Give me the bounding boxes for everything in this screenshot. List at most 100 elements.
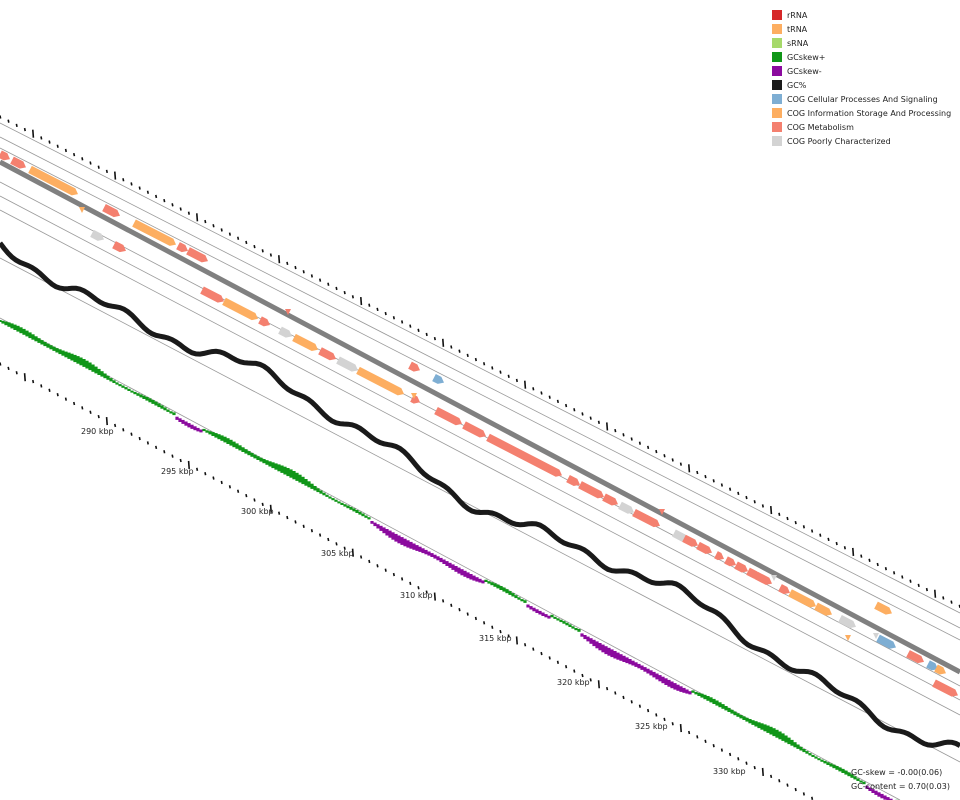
- outer-tick: [73, 152, 76, 157]
- outer-tick: [23, 127, 26, 132]
- outer-tick: [802, 525, 805, 529]
- outer-tick: [925, 587, 928, 592]
- outer-tick: [425, 332, 428, 337]
- outer-tick: [269, 253, 272, 257]
- inner-tick: [589, 678, 592, 682]
- legend-swatch: [772, 136, 782, 146]
- outer-tick: [606, 422, 609, 431]
- outer-tick: [893, 571, 896, 575]
- outer-tick: [589, 416, 592, 420]
- outer-tick: [138, 186, 141, 190]
- outer-tick: [852, 547, 855, 556]
- gene-arrow: [926, 660, 938, 671]
- gene-arrow: [932, 679, 958, 697]
- gc-guide-line: [0, 209, 960, 716]
- outer-tick: [114, 171, 117, 180]
- inner-tick: [146, 441, 149, 445]
- outer-tick: [319, 278, 322, 282]
- gene-arrow: [0, 150, 10, 161]
- inner-tick: [261, 502, 264, 507]
- inner-tick: [56, 393, 59, 397]
- outer-tick: [409, 324, 412, 328]
- outer-tick: [376, 307, 379, 312]
- outer-tick: [868, 558, 871, 562]
- outer-tick: [204, 219, 207, 224]
- inner-tick: [753, 765, 756, 770]
- inner-tick: [64, 397, 67, 401]
- gene-arrow: [356, 366, 404, 396]
- inner-tick: [48, 388, 51, 392]
- gene-arrow: [876, 634, 896, 649]
- gc-percent-trace: [0, 241, 960, 748]
- outer-tick: [655, 449, 658, 454]
- feature-guide-line: [0, 147, 960, 641]
- inner-tick: [0, 362, 2, 366]
- outer-tick: [827, 537, 830, 542]
- outer-tick: [146, 190, 149, 194]
- gene-arrow: [906, 650, 924, 664]
- inner-tick: [23, 373, 26, 382]
- outer-tick: [442, 338, 445, 347]
- inner-tick: [532, 647, 535, 651]
- outer-tick: [532, 387, 535, 391]
- legend-item: GCskew-: [772, 64, 951, 78]
- inner-tick: [392, 572, 395, 577]
- position-labels: 290 kbp 295 kbp 300 kbp 305 kbp 310 kbp 315 k…: [81, 427, 746, 776]
- inner-tick: [499, 629, 502, 634]
- gene-arrow: [578, 481, 604, 499]
- inner-tick: [507, 634, 510, 638]
- inner-tick: [335, 542, 338, 546]
- position-label: 295 kbp: [161, 467, 194, 476]
- legend-item: rRNA: [772, 8, 951, 22]
- gene-arrow: [434, 406, 462, 426]
- inner-tick: [228, 485, 231, 489]
- gene-arrow: [292, 333, 318, 352]
- outer-tick: [901, 575, 904, 579]
- legend-swatch: [772, 94, 782, 104]
- inner-tick: [15, 371, 18, 375]
- inner-tick: [278, 511, 281, 515]
- outer-tick: [483, 362, 486, 366]
- legend-swatch: [772, 108, 782, 118]
- outer-tick: [884, 566, 887, 571]
- legend-swatch: [772, 66, 782, 76]
- outer-tick: [130, 182, 133, 186]
- gene-arrow: [632, 508, 660, 528]
- outer-tick: [237, 236, 240, 240]
- outer-tick: [89, 161, 92, 165]
- outer-guide-line: [0, 136, 960, 629]
- inner-tick: [32, 379, 35, 384]
- outer-tick: [737, 491, 740, 496]
- legend-swatch: [772, 80, 782, 90]
- gene-arrow: [618, 501, 634, 514]
- inner-tick: [679, 724, 682, 733]
- outer-tick: [794, 520, 797, 525]
- inner-tick: [811, 796, 814, 800]
- gene-marker: [659, 509, 665, 515]
- inner-tick: [409, 581, 412, 586]
- gene-marker: [771, 575, 777, 581]
- outer-tick: [556, 399, 559, 404]
- outer-tick: [811, 529, 814, 533]
- inner-tick: [606, 686, 609, 691]
- inner-tick: [302, 524, 305, 528]
- gene-arrow: [714, 551, 724, 561]
- outer-tick: [786, 516, 789, 521]
- inner-tick: [466, 612, 469, 616]
- outer-tick: [105, 169, 108, 174]
- outer-tick: [294, 265, 297, 270]
- outer-tick: [843, 546, 846, 550]
- legend-item: COG Cellular Processes And Signaling: [772, 92, 951, 106]
- inner-tick: [581, 673, 584, 678]
- outer-tick: [384, 311, 387, 316]
- outer-tick: [770, 506, 773, 515]
- outer-tick: [860, 554, 863, 558]
- outer-tick: [212, 224, 215, 228]
- inner-tick: [704, 739, 707, 743]
- inner-tick: [7, 366, 10, 371]
- gene-arrow: [278, 326, 292, 338]
- legend-label: GCskew+: [787, 52, 826, 62]
- outer-tick: [507, 374, 510, 378]
- inner-tick: [245, 493, 248, 498]
